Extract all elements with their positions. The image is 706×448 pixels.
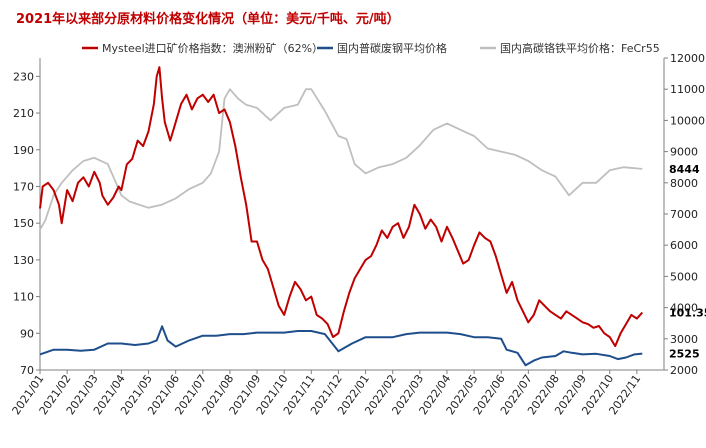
legend-label-0: Mysteel进口矿价格指数：澳洲粉矿（62%） [102,41,323,55]
left-tick-label: 170 [13,180,34,193]
right-tick-label: 10000 [670,114,705,127]
left-tick-label: 230 [13,70,34,83]
right-tick-label: 4000 [670,302,698,315]
x-axis: 2021/012021/022021/032021/042021/052021/… [10,369,664,417]
left-tick-label: 190 [13,144,34,157]
end-label-2: 8444 [669,163,700,176]
right-axis: 2000 3000 4000 5000 6000 7000 8000 9000 10000 110… [663,52,705,377]
right-tick-label: 5000 [670,270,698,283]
right-tick-label: 7000 [670,208,698,221]
right-tick-label: 12000 [670,52,705,65]
series-line-2 [39,88,643,231]
left-tick-label: 70 [20,364,34,377]
end-label-1: 2525 [669,348,700,361]
legend-label-1: 国内普碳废钢平均价格 [337,41,447,55]
right-tick-label: 8000 [670,177,698,190]
legend-label-2: 国内高碳铬铁平均价格：FeCr55 [500,41,660,55]
series-line-0 [39,66,644,348]
left-tick-label: 210 [13,107,34,120]
end-label-0: 101.35 [669,306,706,319]
series-line-1 [39,325,643,367]
right-tick-label: 3000 [670,333,698,346]
left-axis: 70 90 110 130 150 170 190 210 230 [13,58,41,377]
left-tick-label: 130 [13,254,34,267]
right-tick-label: 11000 [670,83,705,96]
legend: Mysteel进口矿价格指数：澳洲粉矿（62%） 国内普碳废钢平均价格 国内高碳铬铁… [82,41,660,55]
left-tick-label: 110 [13,291,34,304]
series-layer [39,66,644,367]
left-tick-label: 90 [20,327,34,340]
right-tick-label: 6000 [670,239,698,252]
right-tick-label: 9000 [670,146,698,159]
end-labels: 101.35 2525 8444 [669,163,706,361]
left-tick-label: 150 [13,217,34,230]
right-tick-label: 2000 [670,364,698,377]
chart-title: 2021年以来部分原材料价格变化情况（单位：美元/千吨、元/吨） [16,12,400,27]
